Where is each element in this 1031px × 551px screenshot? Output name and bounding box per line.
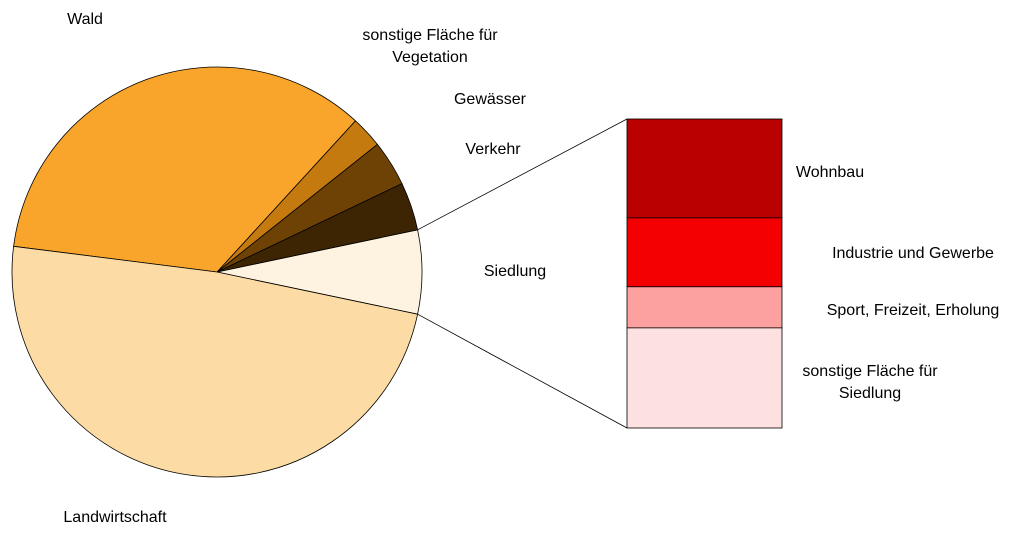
slice-label: sonstige Fläche für Vegetation [362,27,498,66]
bar-label: Sport, Freizeit, Erholung [827,302,1000,319]
pie-slice [13,66,357,273]
bar-label: Industrie und Gewerbe [832,245,994,262]
slice-label: Gewässer [454,91,527,108]
bar-segment [626,217,783,288]
bar-segment [626,327,783,429]
slice-label: Landwirtschaft [63,509,167,526]
bar-label: Wohnbau [796,164,864,181]
bar-segment [626,286,783,329]
slice-label: Wald [67,11,103,28]
connector [417,118,628,231]
slice-label: Verkehr [465,141,521,158]
bar-segment [626,118,783,219]
pie-slice [11,245,419,478]
connector [417,313,628,429]
slice-label: Siedlung [484,263,546,280]
bar-label: sonstige Fläche für Siedlung [802,363,938,402]
